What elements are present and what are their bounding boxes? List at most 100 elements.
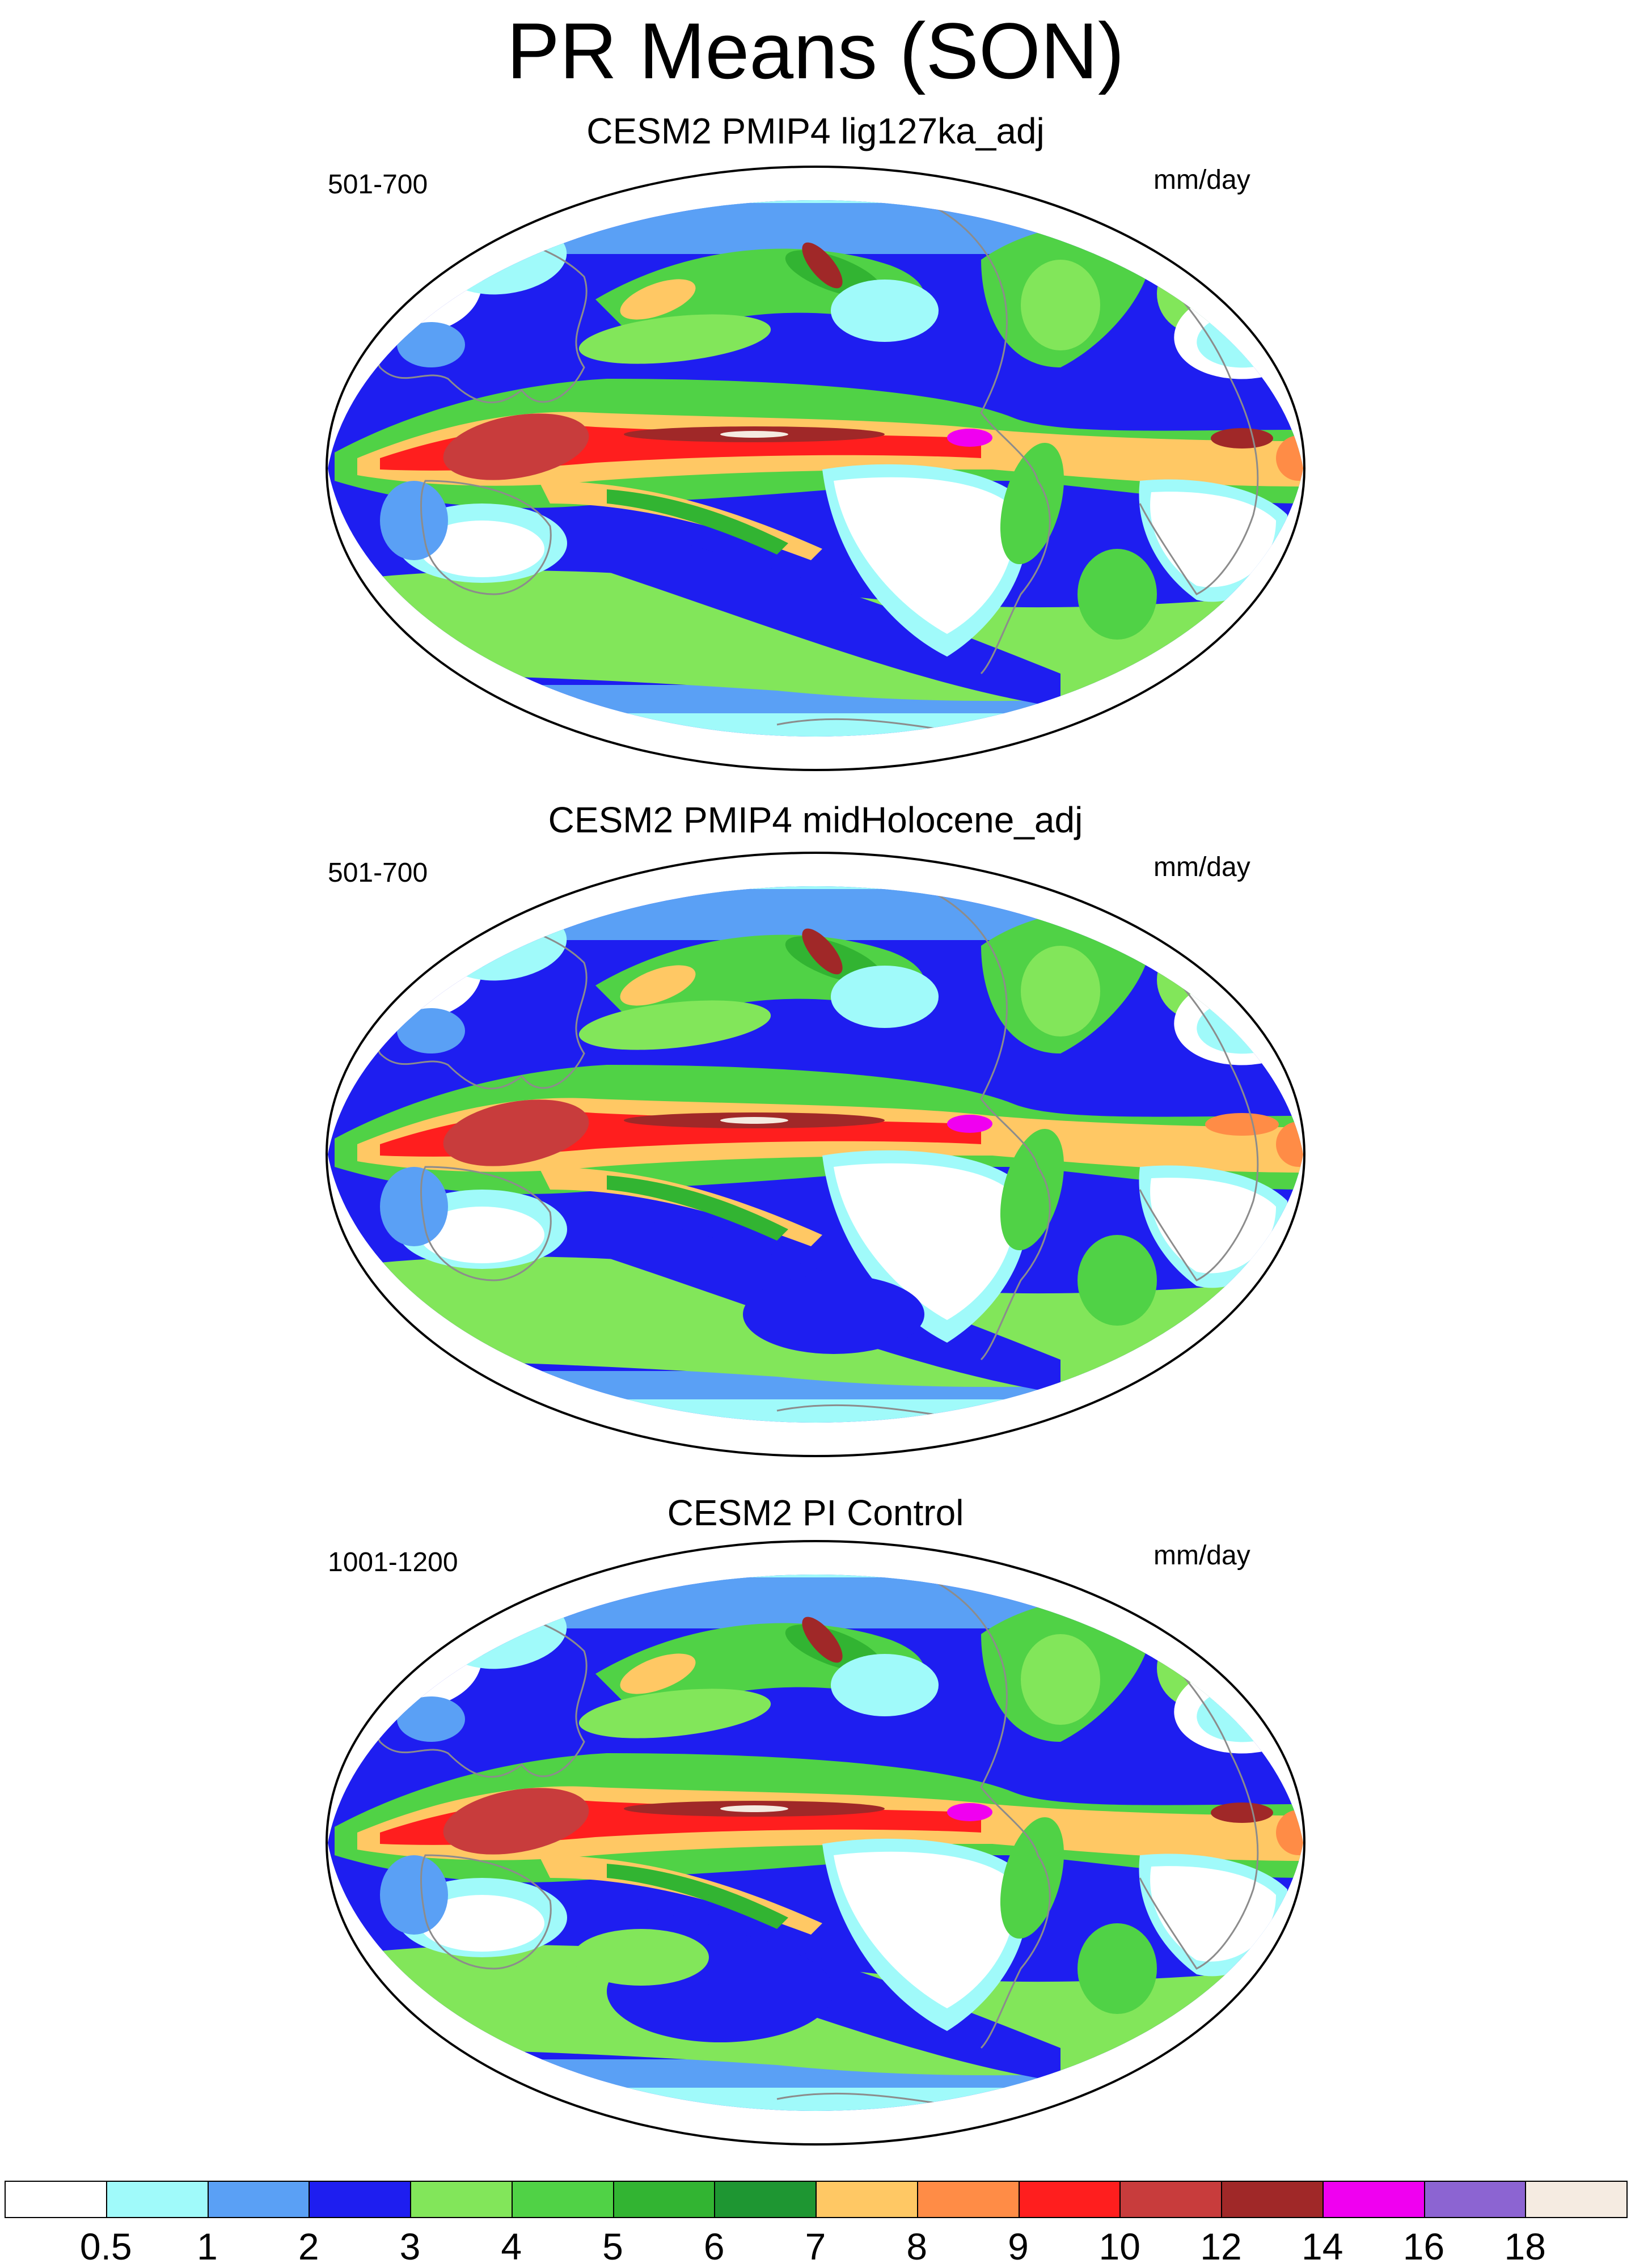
colorbar [5, 2181, 1628, 2218]
colorbar-tick-label: 18 [1504, 2225, 1546, 2267]
south-atlantic-dry [1150, 1866, 1276, 1962]
precip-region [607, 1175, 788, 1241]
colorbar-tick-label: 16 [1402, 2225, 1445, 2267]
precip-region [743, 1275, 924, 1354]
globe-outline [326, 852, 1305, 1457]
dry-region [420, 1207, 544, 1263]
precip-region [620, 279, 696, 320]
colorbar-swatch [410, 2181, 513, 2218]
panel-title: CESM2 PI Control [667, 1492, 964, 1533]
precip-region [947, 429, 992, 447]
colorbar-swatch [815, 2181, 918, 2218]
units-label: mm/day [1153, 1541, 1250, 1571]
precip-region [947, 1803, 992, 1821]
precip-region [947, 1115, 992, 1133]
precip-region [1000, 1817, 1064, 1939]
dry-region [831, 966, 939, 1028]
precip-region [1000, 442, 1064, 565]
ocean-channel [607, 526, 1060, 708]
colorbar-tick-label: 8 [906, 2225, 928, 2267]
precip-map [326, 852, 1305, 1457]
panel-title: CESM2 PMIP4 midHolocene_adj [548, 799, 1083, 840]
units-label: mm/day [1153, 852, 1250, 882]
precip-region [720, 431, 788, 438]
arctic-band [328, 200, 1303, 209]
panel-title: CESM2 PMIP4 lig127ka_adj [586, 111, 1045, 151]
globe-outline [326, 166, 1305, 771]
precip-region [443, 1788, 589, 1855]
colorbar-swatch [1322, 2181, 1425, 2218]
precip-region [1078, 1923, 1157, 2014]
precip-region [1276, 1810, 1303, 1855]
precip-map [326, 1540, 1305, 2146]
precip-region [1205, 1113, 1279, 1136]
colorbar-swatch [5, 2181, 107, 2218]
dry-region [420, 1895, 544, 1952]
precip-region [620, 965, 696, 1006]
precip-region [1276, 435, 1303, 481]
arctic-band [328, 886, 1303, 895]
precip-region [380, 1855, 448, 1935]
colorbar-swatch [1221, 2181, 1324, 2218]
colorbar-tick-label: 9 [1008, 2225, 1029, 2267]
precip-region [720, 1805, 788, 1812]
precip-region [607, 489, 788, 555]
dry-region [831, 1654, 939, 1716]
precip-region [1276, 1122, 1303, 1167]
colorbar-tick-label: 1 [197, 2225, 218, 2267]
colorbar-tick-label: 3 [399, 2225, 421, 2267]
precip-region [578, 1689, 771, 1738]
globe-outline [326, 1540, 1305, 2146]
antarctic-band [328, 1394, 1303, 1423]
precip-region [380, 1167, 448, 1246]
colorbar-tick-label: 7 [805, 2225, 826, 2267]
precip-region [802, 1617, 843, 1663]
colorbar-tick-label: 10 [1098, 2225, 1140, 2267]
colorbar-tick-label: 5 [602, 2225, 623, 2267]
precip-region [607, 1864, 788, 1929]
colorbar-swatch [511, 2181, 614, 2218]
south-pacific-dry [834, 477, 1016, 634]
precip-region [802, 928, 843, 975]
colorbar-swatch [1525, 2181, 1628, 2218]
antarctic-band [328, 708, 1303, 737]
precip-region [1000, 1128, 1064, 1251]
south-atlantic-dry [1150, 492, 1276, 587]
precip-region [1211, 1802, 1273, 1823]
south-pacific-dry [834, 1851, 1016, 2008]
precip-region [578, 314, 771, 364]
colorbar-tick-label: 0.5 [79, 2225, 132, 2267]
colorbar-swatch [1119, 2181, 1222, 2218]
colorbar-swatch [916, 2181, 1020, 2218]
precip-region [1021, 260, 1100, 350]
years-label: 501-700 [328, 170, 428, 200]
dry-region [346, 917, 482, 1019]
colorbar-tick-label: 6 [703, 2225, 725, 2267]
precip-region [573, 1929, 709, 1986]
colorbar-swatch [612, 2181, 716, 2218]
precip-region [397, 1696, 465, 1742]
colorbar-tick-label: 4 [501, 2225, 522, 2267]
years-label: 501-700 [328, 858, 428, 888]
precip-region [802, 242, 843, 289]
dry-region [346, 231, 482, 333]
colorbar-tick-label: 14 [1302, 2225, 1343, 2267]
precip-region [443, 1099, 589, 1166]
south-atlantic-dry [1150, 1178, 1276, 1273]
precip-region [1021, 1634, 1100, 1725]
colorbar-swatch [714, 2181, 817, 2218]
antarctic-band [328, 2082, 1303, 2112]
colorbar-swatch [1018, 2181, 1121, 2218]
precip-region [578, 1000, 771, 1050]
precip-region [1021, 946, 1100, 1036]
precip-region [1078, 1235, 1157, 1326]
dry-region [831, 280, 939, 342]
units-label: mm/day [1153, 165, 1250, 195]
colorbar-swatch [309, 2181, 411, 2218]
colorbar-swatch [1423, 2181, 1527, 2218]
dry-region [420, 521, 544, 577]
precip-region [397, 1008, 465, 1053]
precip-region [397, 322, 465, 367]
precip-map [326, 166, 1305, 771]
colorbar-swatch [207, 2181, 310, 2218]
